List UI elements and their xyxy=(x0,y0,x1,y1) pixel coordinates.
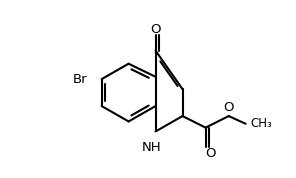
Text: O: O xyxy=(205,147,215,160)
Text: Br: Br xyxy=(73,73,88,86)
Text: CH₃: CH₃ xyxy=(250,117,272,130)
Text: O: O xyxy=(223,101,234,114)
Text: O: O xyxy=(150,23,161,36)
Text: NH: NH xyxy=(142,141,162,154)
